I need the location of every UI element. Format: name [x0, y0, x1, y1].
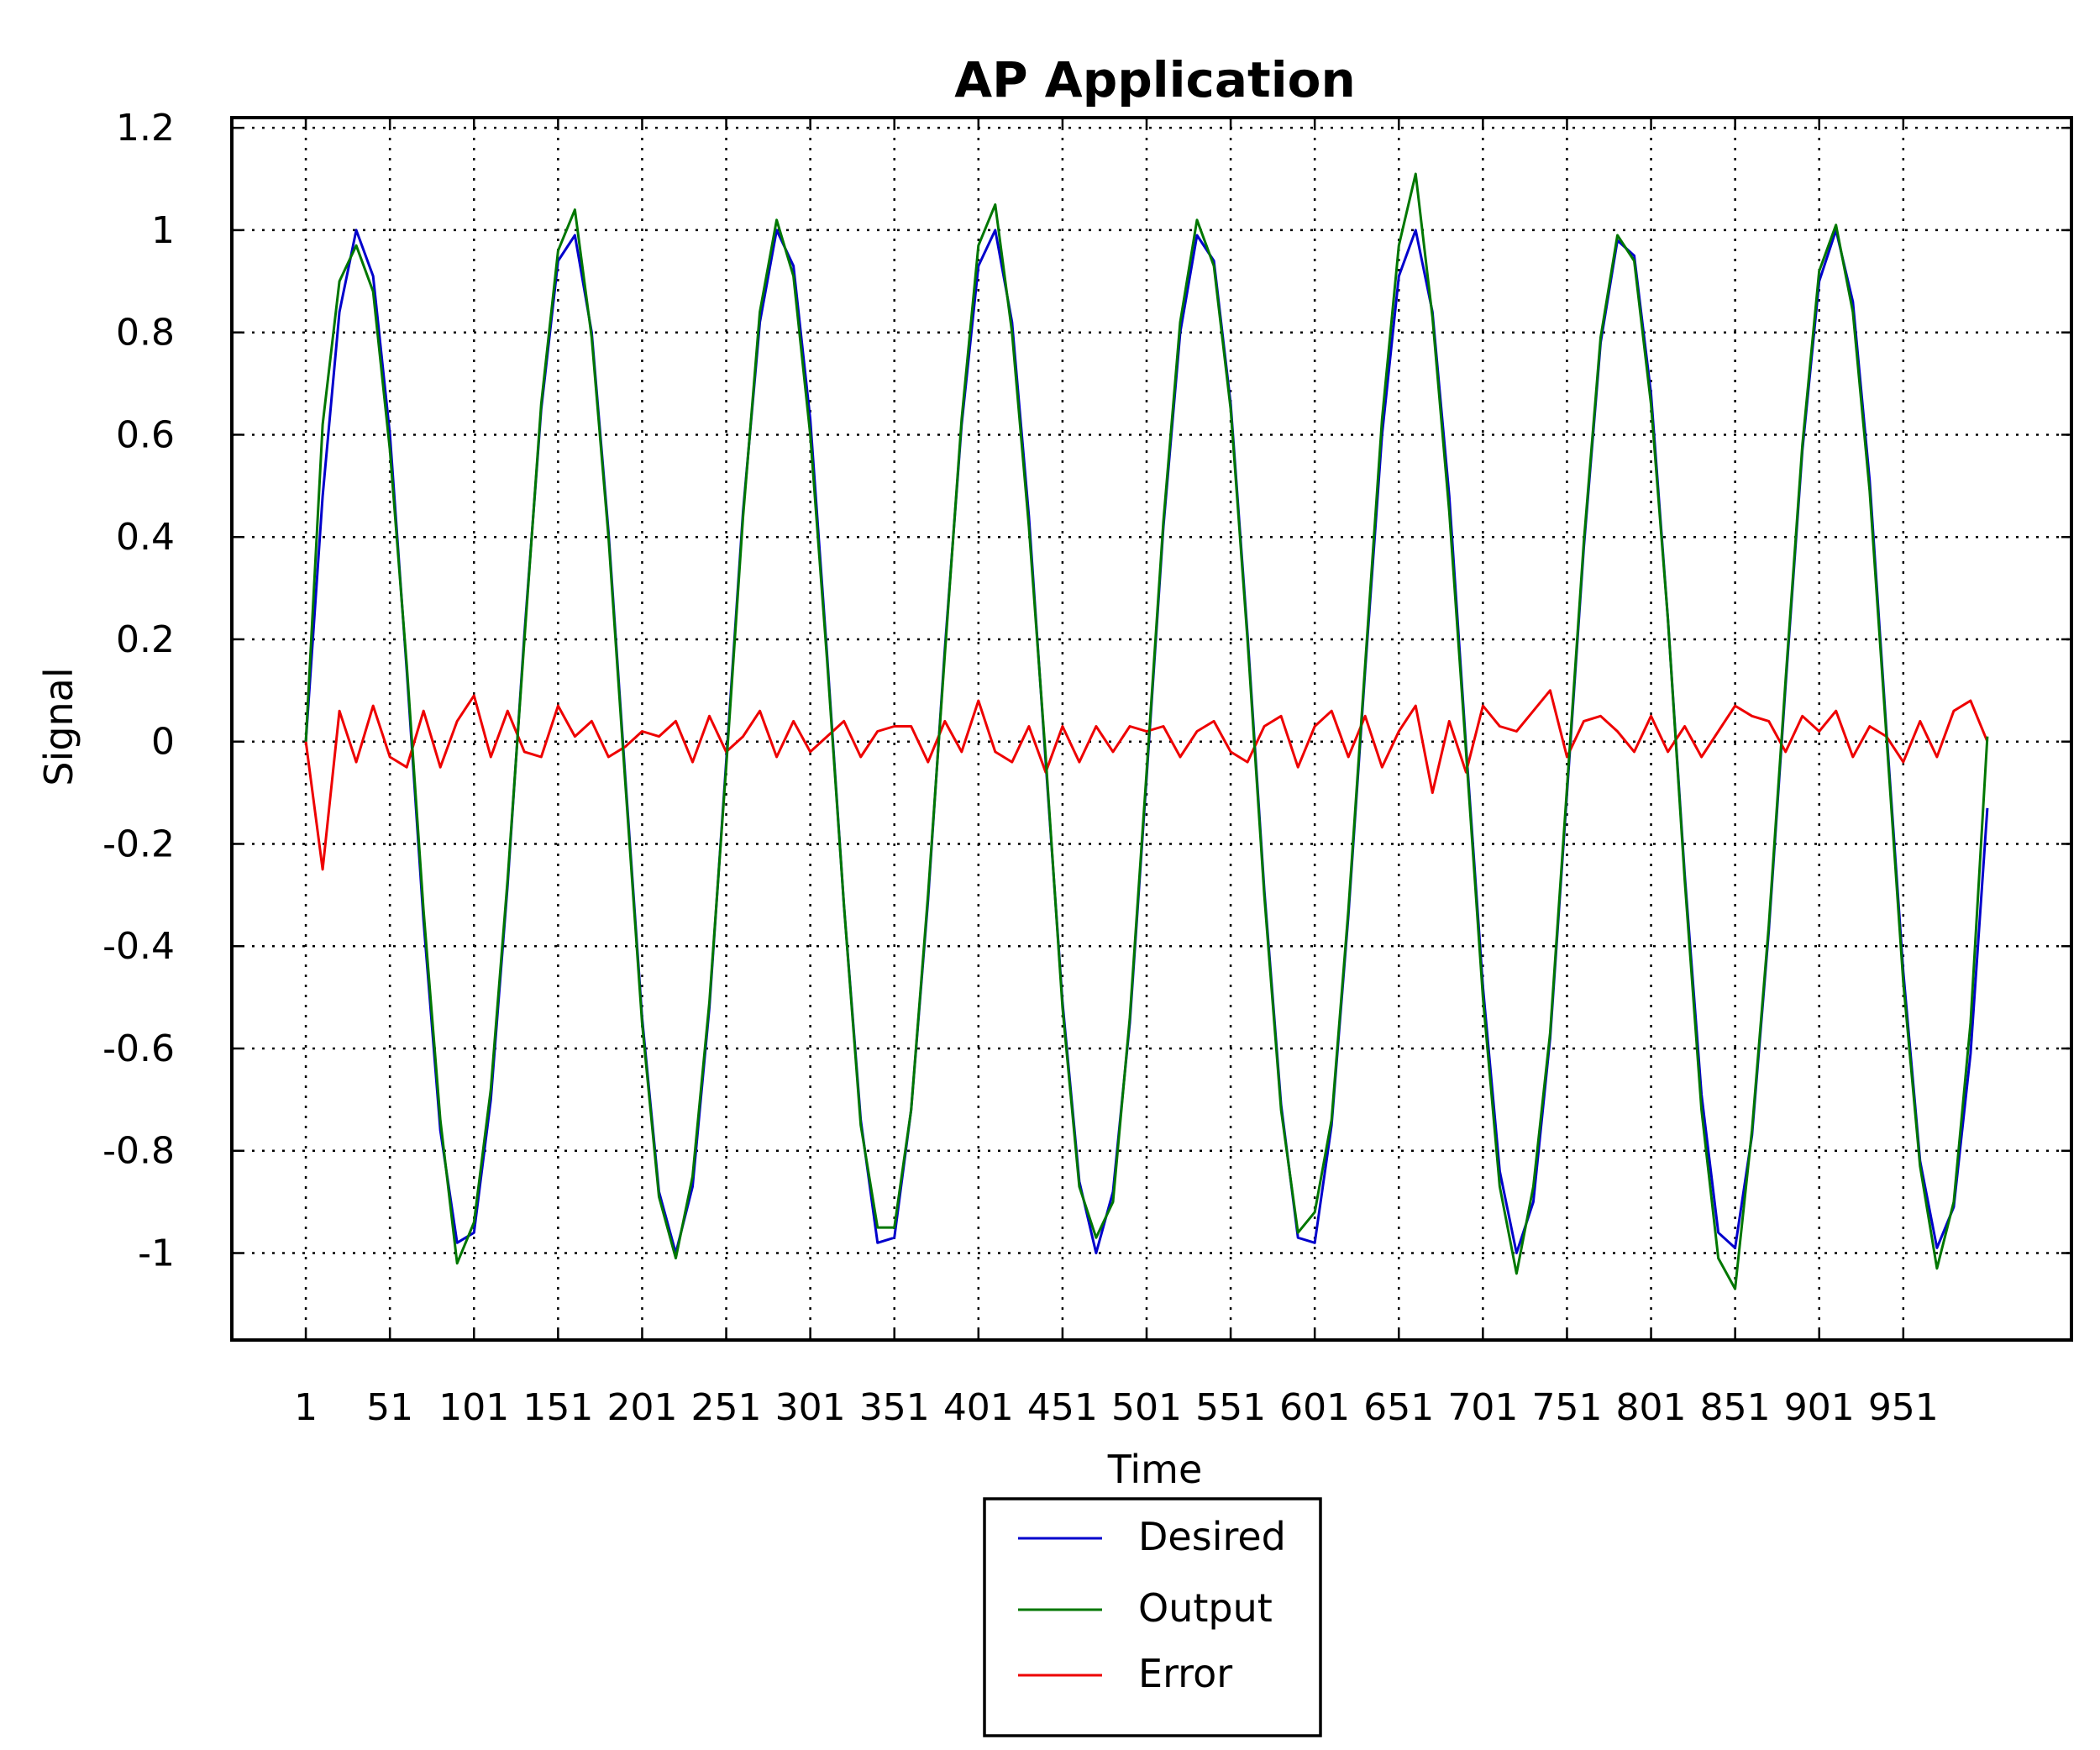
gridlines [232, 118, 2071, 1340]
legend-label-error: Error [1138, 1651, 1232, 1696]
x-tick-label: 301 [775, 1386, 846, 1429]
y-tick-label: 1.2 [116, 107, 175, 150]
x-tick-label: 901 [1784, 1386, 1855, 1429]
x-tick-label: 151 [522, 1386, 593, 1429]
y-tick-label: 0.8 [116, 312, 175, 355]
series-lines [304, 172, 1989, 1290]
series-line-output [304, 172, 1989, 1290]
x-tick-label: 101 [438, 1386, 509, 1429]
x-tick-label: 801 [1616, 1386, 1687, 1429]
y-tick-label: -0.6 [102, 1027, 175, 1070]
plot-area-frame [230, 116, 2073, 1342]
x-axis-label: Time [1107, 1447, 1203, 1492]
legend-label-output: Output [1138, 1585, 1273, 1631]
x-tick-label: 701 [1447, 1386, 1518, 1429]
legend: Desired Output Error [983, 1497, 1322, 1737]
y-tick-label: 0.4 [116, 516, 175, 559]
y-tick-label: 0 [151, 721, 175, 764]
x-tick-label: 251 [691, 1386, 762, 1429]
y-tick-label: 0.6 [116, 413, 175, 456]
y-tick-label: -0.4 [102, 925, 175, 968]
x-tick-label: 551 [1195, 1386, 1266, 1429]
x-tick-label: 601 [1279, 1386, 1350, 1429]
x-tick-label: 751 [1531, 1386, 1602, 1429]
x-tick-label: 201 [606, 1386, 677, 1429]
y-tick-label: 1 [151, 209, 175, 252]
y-tick-label: -1 [138, 1232, 175, 1275]
tick-labels: 1 51 101 151 201 251 301 351 401 451 501 551 601 651 7… [102, 107, 1939, 1429]
x-tick-label: 401 [943, 1386, 1014, 1429]
x-tick-label: 951 [1868, 1386, 1939, 1429]
chart-title: AP Application [954, 51, 1356, 108]
x-tick-label: 651 [1363, 1386, 1434, 1429]
y-tick-label: -0.2 [102, 822, 175, 865]
y-axis-label: Signal [36, 667, 81, 786]
series-line-error [304, 689, 1989, 871]
x-tick-label: 351 [859, 1386, 930, 1429]
legend-label-desired: Desired [1138, 1514, 1286, 1559]
y-tick-label: -0.8 [102, 1130, 175, 1173]
x-tick-label: 451 [1027, 1386, 1098, 1429]
x-tick-label: 1 [294, 1386, 318, 1429]
x-tick-label: 501 [1111, 1386, 1182, 1429]
legend-entries: Desired Output Error [1018, 1514, 1286, 1696]
y-tick-label: 0.2 [116, 618, 175, 661]
x-tick-label: 851 [1700, 1386, 1771, 1429]
x-tick-label: 51 [366, 1386, 413, 1429]
